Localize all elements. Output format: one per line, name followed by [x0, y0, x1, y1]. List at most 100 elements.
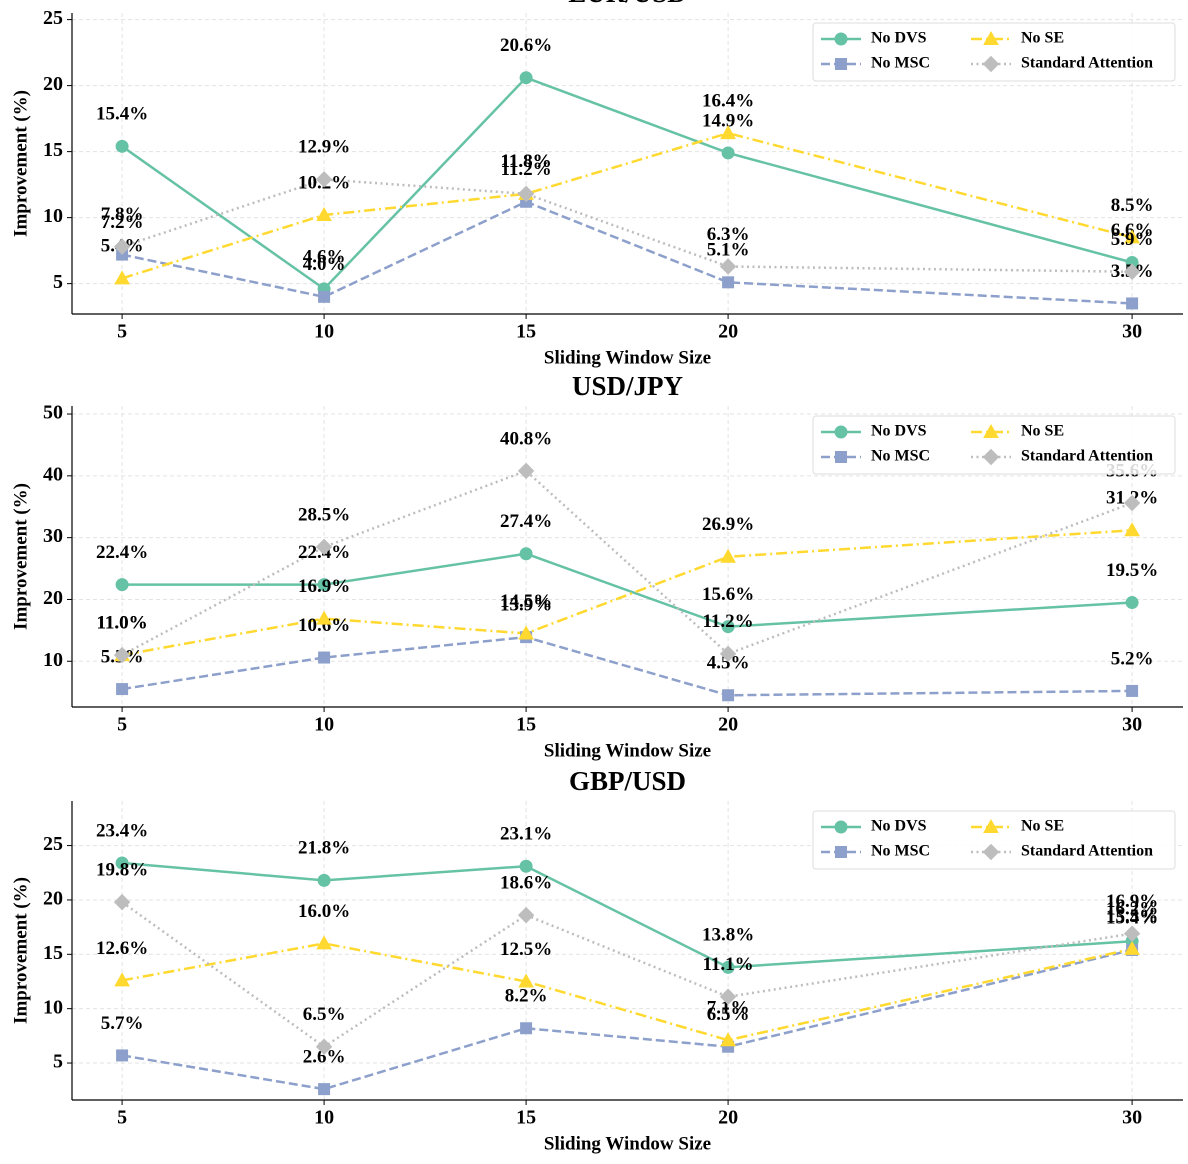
x-tick-label: 5: [117, 714, 127, 736]
value-label: 21.8%: [298, 838, 350, 859]
legend-box: [812, 810, 1176, 870]
y-axis-label: Improvement (%): [10, 90, 31, 237]
value-label: 14.5%: [500, 591, 552, 612]
value-label: 11.8%: [500, 151, 551, 172]
marker: [720, 548, 736, 563]
value-label: 15.4%: [96, 104, 148, 125]
value-label: 6.3%: [707, 224, 750, 245]
marker: [517, 906, 535, 924]
value-label: 23.4%: [96, 820, 148, 841]
marker: [722, 689, 735, 702]
marker: [519, 547, 533, 561]
y-tick-label: 5: [53, 1051, 63, 1073]
marker: [719, 988, 737, 1005]
x-tick-label: 20: [718, 321, 738, 343]
value-label: 16.9%: [298, 576, 350, 597]
legend-box: [812, 22, 1176, 82]
y-tick-label: 15: [43, 942, 63, 964]
value-label: 16.2%: [1106, 899, 1158, 920]
legend-marker: [835, 58, 847, 70]
marker: [517, 462, 535, 480]
marker: [1124, 522, 1140, 537]
series-line: [121, 528, 1133, 657]
marker: [318, 651, 331, 664]
marker: [113, 893, 131, 911]
y-axis-label: Improvement (%): [10, 877, 31, 1024]
x-tick-label: 20: [718, 714, 738, 736]
marker: [1126, 684, 1139, 697]
value-label: 19.8%: [96, 859, 148, 880]
value-label: 26.9%: [702, 514, 754, 535]
marker: [720, 1032, 736, 1047]
legend-label: No SE: [1021, 30, 1064, 47]
marker: [1125, 596, 1139, 610]
x-axis-label: Sliding Window Size: [544, 740, 711, 761]
marker: [113, 238, 131, 255]
value-label: 5.2%: [1111, 648, 1154, 669]
marker: [519, 71, 533, 85]
y-tick-label: 20: [43, 587, 63, 609]
x-tick-label: 20: [718, 1107, 738, 1129]
marker: [722, 276, 735, 289]
legend-marker: [983, 818, 999, 833]
value-label: 12.9%: [298, 137, 350, 158]
marker: [315, 538, 333, 556]
value-label: 22.4%: [96, 542, 148, 563]
value-label: 7.2%: [101, 212, 144, 233]
marker: [720, 125, 736, 140]
marker: [316, 935, 332, 950]
y-tick-label: 20: [43, 73, 63, 95]
y-tick-label: 25: [43, 833, 63, 855]
value-label: 20.6%: [500, 35, 552, 56]
x-tick-label: 5: [117, 321, 127, 343]
value-label: 16.9%: [1106, 891, 1158, 912]
marker: [315, 171, 333, 188]
marker: [520, 1022, 533, 1035]
legend-marker: [983, 30, 999, 45]
x-tick-label: 30: [1122, 321, 1142, 343]
series-line: [121, 76, 1133, 291]
value-label: 40.8%: [500, 428, 552, 449]
marker: [318, 1083, 331, 1096]
y-tick-label: 10: [43, 996, 63, 1018]
marker: [721, 960, 735, 974]
marker: [721, 620, 735, 634]
value-label: 2.6%: [303, 1046, 346, 1067]
value-label: 6.5%: [303, 1004, 346, 1025]
marker: [719, 258, 737, 275]
legend-marker: [834, 820, 848, 834]
series-line: [121, 942, 1133, 1042]
x-tick-label: 10: [314, 714, 334, 736]
marker: [317, 578, 331, 592]
legend-marker: [982, 843, 1000, 861]
marker: [1123, 925, 1141, 942]
value-label: 11.0%: [96, 612, 147, 633]
series-line: [121, 901, 1133, 1049]
series-line: [121, 635, 1133, 697]
x-axis-label: Sliding Window Size: [544, 1133, 711, 1154]
x-tick-label: 30: [1122, 1107, 1142, 1129]
legend-label: No DVS: [871, 818, 927, 835]
value-label: 11.8%: [500, 151, 551, 172]
marker: [517, 185, 535, 203]
marker: [1124, 229, 1140, 244]
legend-label: Standard Attention: [1021, 55, 1153, 72]
legend-marker: [983, 423, 999, 438]
value-label: 4.0%: [303, 254, 346, 275]
y-tick-label: 25: [43, 7, 63, 29]
y-tick-label: 50: [43, 402, 63, 424]
marker: [114, 972, 130, 987]
legend-marker: [834, 32, 848, 46]
x-tick-label: 15: [516, 714, 536, 736]
value-label: 8.5%: [1111, 195, 1154, 216]
marker: [518, 625, 534, 640]
y-tick-label: 20: [43, 888, 63, 910]
marker: [519, 859, 533, 873]
legend-label: No MSC: [871, 448, 930, 465]
marker: [1124, 940, 1140, 955]
value-label: 19.5%: [1106, 560, 1158, 581]
value-label: 4.5%: [707, 653, 750, 674]
marker: [316, 206, 332, 221]
x-tick-label: 15: [516, 321, 536, 343]
